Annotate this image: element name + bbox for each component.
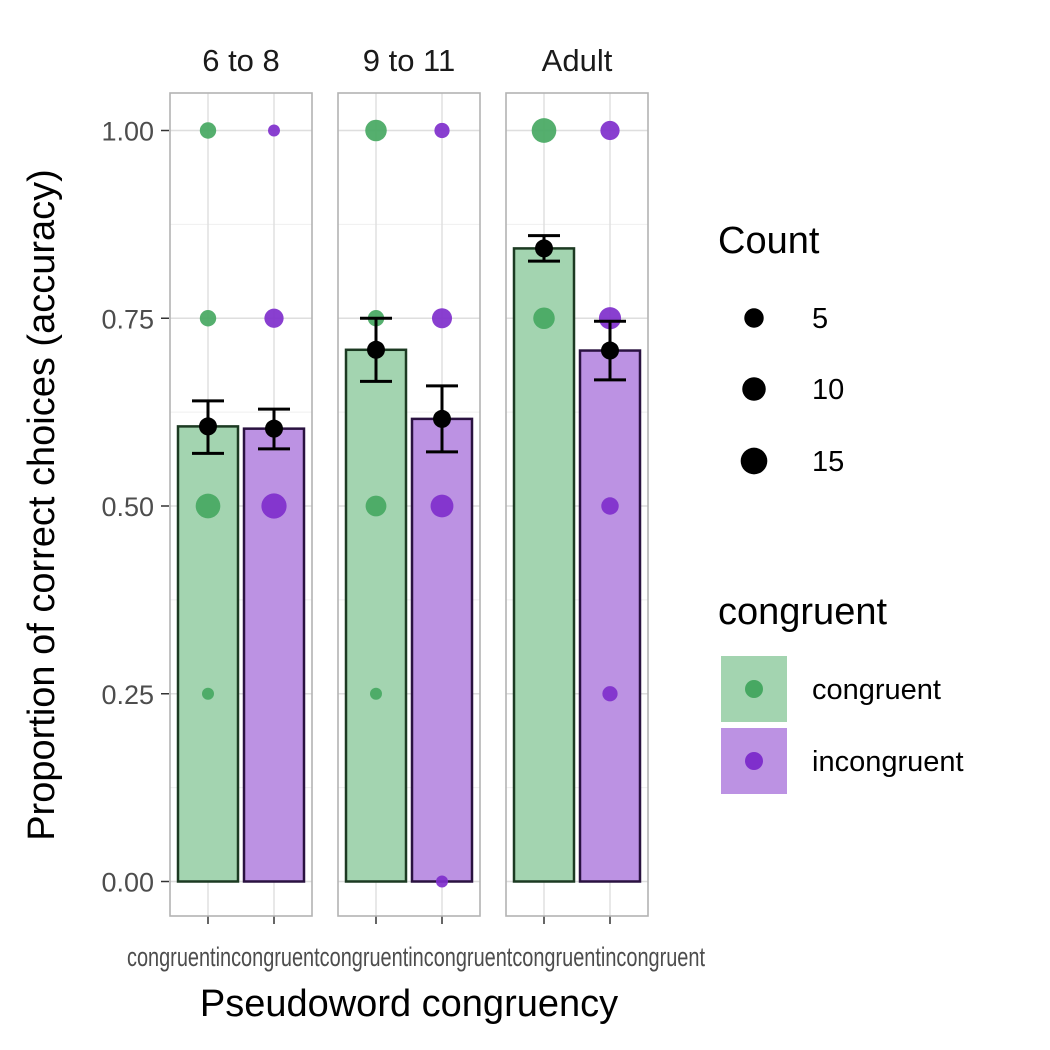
count-point-incongruent (436, 875, 448, 888)
count-point-incongruent (602, 686, 618, 702)
y-tick-label: 0.25 (101, 680, 154, 710)
count-point-incongruent (264, 308, 284, 328)
count-point-incongruent (268, 124, 280, 137)
facet-panel: 9 to 11 (337, 43, 481, 924)
legend-count-key (740, 447, 768, 475)
legend-count-title: Count (718, 220, 820, 262)
facet-strip-label: Adult (542, 43, 613, 78)
legend-fill-key-point (745, 680, 763, 698)
count-point-congruent (365, 119, 387, 142)
y-axis: 0.00 0.25 0.50 0.75 1.00 (101, 117, 169, 898)
mean-point (265, 419, 283, 438)
bar-incongruent (410, 417, 474, 883)
count-point-incongruent (598, 307, 622, 330)
y-tick-label: 0.00 (101, 868, 154, 898)
count-point-congruent (370, 687, 382, 700)
facet-strip-label: 6 to 8 (202, 43, 280, 78)
x-axis-title: Pseudoword congruency (200, 983, 618, 1025)
mean-point (601, 341, 619, 360)
legend-count-entries: 5 10 15 (740, 303, 844, 478)
y-tick-label: 0.50 (101, 492, 154, 522)
count-point-congruent (365, 495, 387, 517)
count-point-incongruent (431, 308, 453, 329)
bar-congruent (512, 247, 576, 883)
legend-count-key (744, 308, 764, 328)
mean-point (535, 239, 553, 258)
legend-count-label: 5 (812, 303, 828, 335)
bar-congruent (344, 348, 408, 883)
legend-fill-key-point (745, 752, 763, 770)
bar-incongruent (578, 349, 642, 883)
mean-point (433, 409, 451, 428)
panel-border (337, 92, 481, 917)
y-axis-title: Proportion of correct choices (accuracy) (21, 169, 63, 841)
legend-count-key (742, 377, 766, 401)
count-point-congruent (533, 307, 555, 330)
panel-border (169, 92, 313, 917)
count-point-congruent (199, 122, 217, 139)
legend-count-label: 10 (812, 374, 844, 406)
panel-border (505, 92, 649, 917)
count-point-congruent (195, 493, 221, 519)
count-point-incongruent (261, 493, 287, 519)
legend: Count 5 10 15 congruent congruent incongrue… (718, 220, 964, 794)
count-point-incongruent (434, 122, 450, 139)
count-point-congruent (531, 118, 557, 143)
facet-panels: 6 to 8 9 to 11 Adult (169, 43, 649, 924)
facet-panel: 6 to 8 (169, 43, 313, 924)
y-tick-label: 0.75 (101, 304, 154, 334)
count-point-incongruent (601, 497, 619, 515)
legend-fill-title: congruent (718, 591, 887, 633)
facet-strip-label: 9 to 11 (363, 43, 456, 78)
legend-fill-label: congruent (812, 674, 941, 706)
legend-count-label: 15 (812, 446, 844, 478)
mean-point (199, 417, 217, 436)
legend-fill-entries: congruent incongruent (721, 656, 964, 794)
count-point-congruent (202, 687, 214, 700)
y-tick-label: 1.00 (101, 117, 154, 147)
facet-panel: Adult (505, 43, 649, 924)
legend-fill-label: incongruent (812, 746, 964, 778)
mean-point (367, 340, 385, 359)
count-point-incongruent (430, 494, 454, 518)
count-point-incongruent (600, 120, 620, 141)
count-point-congruent (199, 310, 217, 327)
x-axis-tick-labels: congruentincongruentcongruentincongruent… (127, 942, 705, 972)
